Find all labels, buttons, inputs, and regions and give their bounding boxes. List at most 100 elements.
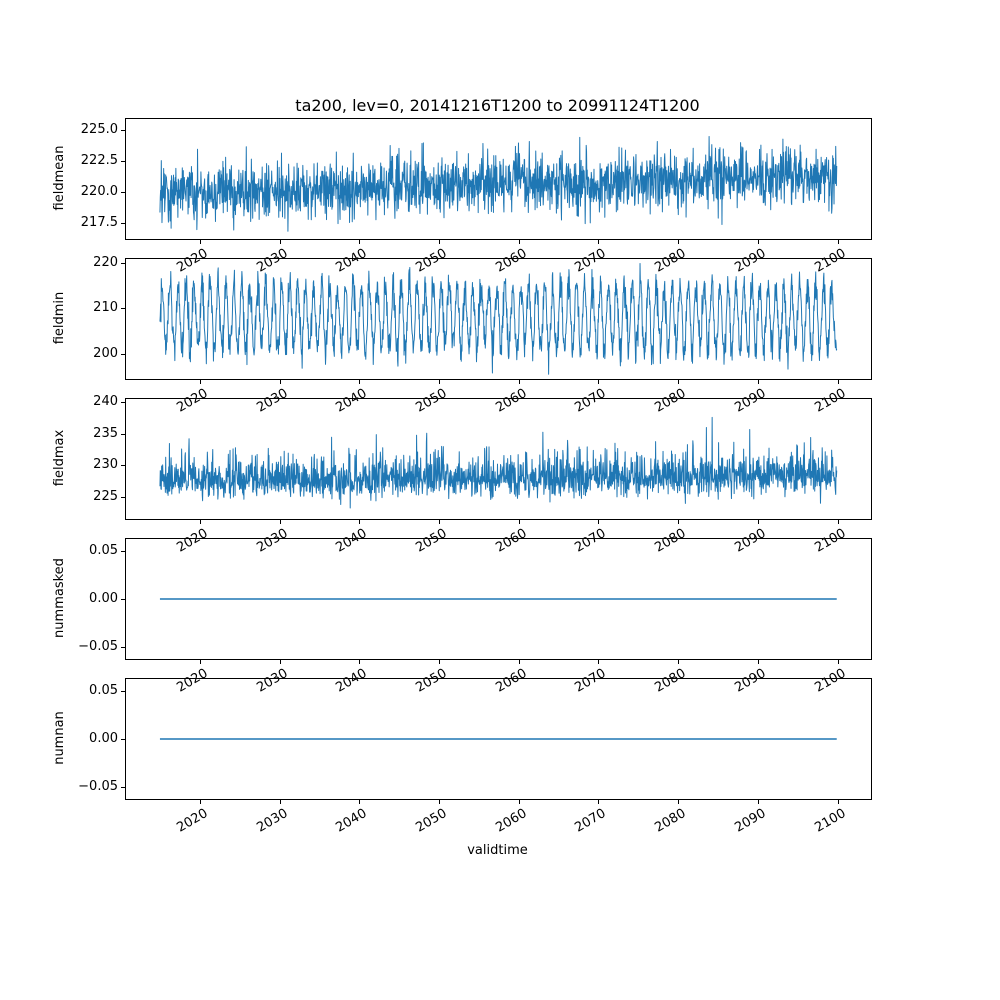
x-tick: [678, 520, 679, 524]
y-tick: [121, 434, 125, 435]
x-tick: [439, 520, 440, 524]
x-tick-label: 2020: [174, 806, 211, 836]
x-tick-label: 2100: [811, 806, 849, 836]
y-tick: [121, 161, 125, 162]
x-tick: [359, 520, 360, 524]
x-tick: [678, 660, 679, 664]
y-tick: [121, 497, 125, 498]
x-tick: [359, 660, 360, 664]
y-tick-label: −0.05: [78, 779, 118, 794]
x-tick: [439, 660, 440, 664]
x-tick: [519, 240, 520, 244]
x-tick: [838, 240, 839, 244]
y-tick: [121, 354, 125, 355]
subplot-nummasked: −0.050.000.05202020302040205020602070208…: [78, 538, 872, 696]
y-tick-label: 225.0: [80, 122, 118, 138]
plot-area-fieldmin: 2002102202020203020402050206020702080209…: [93, 255, 872, 416]
y-tick-label: 230: [93, 457, 118, 473]
x-tick: [359, 380, 360, 384]
y-tick-label: 225: [93, 488, 118, 504]
x-tick: [758, 240, 759, 244]
y-tick-label: 217.5: [80, 214, 118, 230]
y-tick-label: 240: [93, 394, 118, 410]
x-tick: [200, 660, 201, 664]
x-tick: [200, 520, 201, 524]
y-tick: [121, 130, 125, 131]
x-tick: [678, 240, 679, 244]
x-tick: [280, 800, 281, 804]
x-tick-label: 2050: [413, 806, 450, 836]
plot-area-numnan: −0.05 0.00 0.05 2020 2030 2040 2050 2060 2070 208…: [78, 678, 872, 836]
x-tick: [598, 240, 599, 244]
x-tick: [439, 380, 440, 384]
x-tick: [758, 660, 759, 664]
x-tick: [200, 800, 201, 804]
x-tick: [838, 800, 839, 804]
x-tick: [519, 800, 520, 804]
y-tick-label: 0.05: [89, 683, 118, 698]
chart-title: ta200, lev=0, 20141216T1200 to 20991124T…: [295, 96, 700, 115]
y-tick-label: 235: [93, 425, 118, 441]
y-tick: [121, 223, 125, 224]
x-tick: [519, 660, 520, 664]
x-tick-label: 2070: [572, 806, 609, 836]
plot-area-nummasked: −0.050.000.05202020302040205020602070208…: [78, 538, 872, 696]
y-tick-label: −0.05: [78, 639, 118, 654]
x-tick: [598, 660, 599, 664]
y-tick-label: 0.05: [89, 543, 118, 558]
y-tick-label: 210: [93, 300, 118, 316]
x-tick: [280, 520, 281, 524]
x-tick: [280, 380, 281, 384]
x-tick-label: 2080: [652, 806, 689, 836]
x-tick: [359, 800, 360, 804]
x-tick: [838, 520, 839, 524]
x-tick: [598, 380, 599, 384]
x-tick-label: 2030: [254, 806, 291, 836]
x-tick-label: 2040: [333, 806, 370, 836]
y-tick-label: 0.00: [89, 731, 118, 746]
y-tick-label: 200: [93, 345, 118, 361]
y-tick: [121, 402, 125, 403]
y-tick: [121, 192, 125, 193]
y-tick: [121, 599, 125, 600]
y-tick: [121, 739, 125, 740]
plot-line-canvas-numnan: [126, 679, 871, 799]
x-tick: [678, 380, 679, 384]
y-tick: [121, 263, 125, 264]
x-tick: [439, 240, 440, 244]
y-tick: [121, 551, 125, 552]
y-tick: [121, 647, 125, 648]
subplot-fieldmean: 217.5220.0222.5225.020202030204020502060…: [81, 118, 872, 276]
x-tick: [280, 240, 281, 244]
x-tick: [280, 660, 281, 664]
x-tick: [200, 240, 201, 244]
plot-area-fieldmean: 217.5220.0222.5225.020202030204020502060…: [81, 118, 872, 276]
plot-line-canvas-nummasked: [126, 539, 871, 659]
subplot-fieldmax: 2252302352402020203020402050206020702080…: [93, 394, 872, 556]
x-tick: [758, 380, 759, 384]
x-tick: [519, 520, 520, 524]
y-tick: [121, 308, 125, 309]
x-tick: [439, 800, 440, 804]
x-tick-label: 2060: [493, 806, 530, 836]
x-tick: [200, 380, 201, 384]
subplot-numnan: −0.05 0.00 0.05 2020 2030 2040 2050 2060 2070 208…: [78, 678, 872, 836]
plot-area-fieldmax: 2252302352402020203020402050206020702080…: [93, 394, 872, 556]
y-tick-label: 0.00: [89, 591, 118, 606]
y-tick-label: 220.0: [80, 183, 118, 199]
x-tick: [758, 520, 759, 524]
x-tick: [359, 240, 360, 244]
x-axis-label: validtime: [467, 843, 528, 858]
y-tick: [121, 787, 125, 788]
x-tick: [678, 800, 679, 804]
plot-line-canvas-fieldmin: [126, 259, 871, 379]
plot-line-canvas-fieldmean: [126, 119, 871, 239]
y-tick: [121, 691, 125, 692]
x-tick: [838, 380, 839, 384]
y-tick: [121, 465, 125, 466]
x-tick: [838, 660, 839, 664]
y-tick-label: 222.5: [80, 153, 118, 169]
x-tick: [519, 380, 520, 384]
x-tick: [598, 800, 599, 804]
